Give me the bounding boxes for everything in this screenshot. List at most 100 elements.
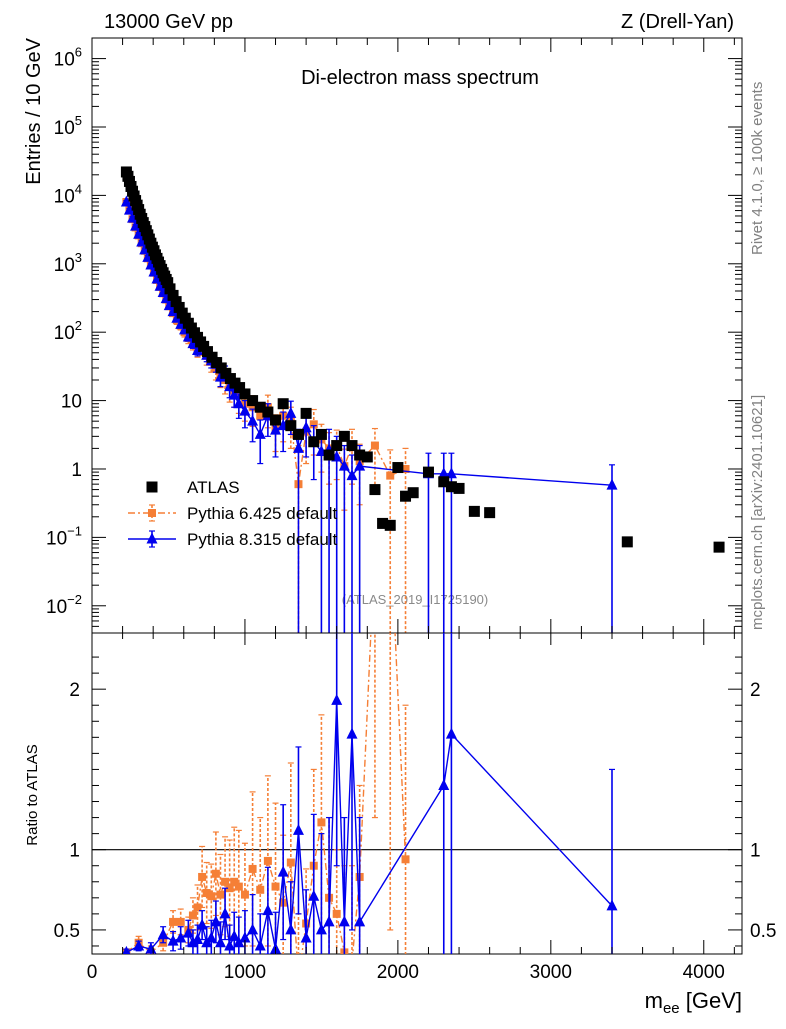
y-tick-base: 10 — [61, 392, 82, 413]
atlas-main-point — [445, 481, 457, 493]
atlas-main-point — [292, 428, 304, 440]
atlas-main-point — [484, 507, 496, 519]
pythia8-main-point — [270, 423, 282, 435]
atlas-main-point — [162, 277, 174, 289]
x-axis-label: mee [GeV] — [645, 988, 742, 1017]
atlas-main-point — [400, 490, 412, 502]
atlas-main-point — [346, 440, 358, 452]
y-tick-base: 1 — [71, 460, 82, 481]
ratio-y-tick-label-right: 2 — [750, 680, 761, 701]
pythia8-main-point — [167, 305, 179, 317]
ratio-y-ticks: 0.5 0.5 1 1 2 2 — [54, 656, 776, 947]
y-tick-base: 10 — [54, 186, 75, 207]
pythia6-ratio-point — [176, 917, 185, 926]
pythia8-ratio-point — [254, 939, 266, 951]
y-tick-exponent: 6 — [75, 45, 82, 60]
pythia8-main-point — [182, 330, 194, 342]
x-tick-label: 3000 — [530, 962, 572, 983]
atlas-main-point — [453, 482, 465, 494]
pythia8-main-point — [354, 459, 366, 471]
pythia6-ratio-point — [248, 864, 257, 873]
pythia8-ratio-point — [219, 907, 231, 919]
pythia8-main-point — [192, 343, 204, 355]
pythia8-ratio-point — [233, 936, 245, 948]
atlas-main-point — [315, 428, 327, 440]
atlas-main-point — [270, 414, 282, 426]
y-tick-label: 105 — [54, 113, 82, 139]
y-tick-base: 10 — [54, 118, 75, 139]
y-tick-base: 10 — [46, 597, 67, 618]
pythia6-ratio-point — [332, 909, 341, 918]
pythia6-ratio-point — [221, 877, 230, 886]
ratio-y-tick-label-right: 1 — [750, 841, 761, 862]
pythia8-main-point — [438, 467, 450, 479]
pythia8-ratio-point — [354, 915, 366, 927]
pythia8-ratio-point — [338, 915, 350, 927]
pythia8-main-point — [239, 404, 251, 416]
atlas-main-point — [407, 487, 419, 499]
pythia8-ratio-point — [346, 727, 358, 739]
y-tick-label: 10 — [61, 392, 82, 413]
rivet-version-text: Rivet 4.1.0, ≥ 100k events — [749, 82, 766, 255]
atlas-main-point — [285, 420, 297, 432]
pythia8-ratio-line — [126, 700, 613, 954]
y-tick-base: 10 — [54, 255, 75, 276]
ratio-y-tick-label-right: 0.5 — [750, 921, 776, 942]
legend: ATLAS Pythia 6.425 default Pythia 8.315 de… — [128, 478, 338, 549]
chart-title: Di-electron mass spectrum — [301, 67, 539, 89]
atlas-main-point — [438, 476, 450, 488]
pythia8-ratio-point — [187, 936, 199, 948]
atlas-main-point — [392, 462, 404, 474]
y-tick-base: 10 — [46, 528, 67, 549]
pythia8-ratio-point — [214, 936, 226, 948]
ratio-y-tick-label: 1 — [69, 841, 80, 862]
y-axis-label-main: Entries / 10 GeV — [23, 37, 45, 184]
pythia8-ratio-point — [331, 693, 343, 705]
pythia8-main-point — [254, 427, 266, 439]
legend-atlas-marker — [146, 481, 158, 493]
atlas-main-point — [167, 289, 179, 301]
pythia6-ratio-point — [188, 911, 197, 920]
atlas-main-point — [713, 541, 725, 553]
y-tick-label: 102 — [54, 318, 82, 344]
atlas-main-point — [247, 395, 259, 407]
atlas-main-point — [170, 296, 182, 308]
atlas-main-point — [239, 388, 251, 400]
atlas-main-point — [338, 430, 350, 442]
pythia6-main-point — [370, 441, 379, 450]
y-tick-exponent: 3 — [75, 250, 82, 265]
atlas-main-point — [308, 436, 320, 448]
pythia6-main-point — [386, 471, 395, 480]
y-tick-label: 104 — [54, 181, 82, 207]
x-axis-label-main: m — [645, 988, 663, 1013]
pythia6-ratio-point — [207, 892, 216, 901]
pythia8-ratio-point — [167, 934, 179, 946]
pythia8-main-point — [233, 397, 245, 409]
pythia8-main-point — [285, 406, 297, 418]
ratio-plot-panel: Ratio to ATLAS 0.5 0.5 1 1 2 2 — [24, 541, 776, 955]
pythia8-ratio-point — [277, 865, 289, 877]
pythia6-ratio-point — [225, 884, 234, 893]
y-tick-exponent: 4 — [75, 181, 82, 196]
pythia6-main-point — [401, 464, 410, 473]
header-left-title: 13000 GeV pp — [104, 11, 233, 33]
y-tick-label: 10−2 — [46, 592, 82, 618]
pythia8-ratio-point — [182, 926, 194, 938]
pythia8-ratio-point — [228, 929, 240, 941]
main-plot-panel: Di-electron mass spectrum (ATLAS_2019_I1… — [23, 37, 743, 634]
pythia8-ratio-point — [262, 904, 274, 916]
y-tick-exponent: 2 — [75, 318, 82, 333]
header-right-title: Z (Drell-Yan) — [621, 11, 734, 33]
y-tick-label: 1 — [71, 460, 82, 481]
x-axis-label-unit: [GeV] — [680, 988, 742, 1013]
atlas-main-point — [164, 283, 176, 295]
x-tick-label: 0 — [87, 962, 98, 983]
pythia8-main-point — [247, 414, 259, 426]
x-tick-label: 1000 — [224, 962, 266, 983]
x-axis-label-sub: ee — [663, 1000, 680, 1017]
ratio-data-layer — [92, 541, 742, 954]
pythia8-ratio-point — [438, 778, 450, 790]
pythia6-ratio-point — [371, 541, 379, 549]
